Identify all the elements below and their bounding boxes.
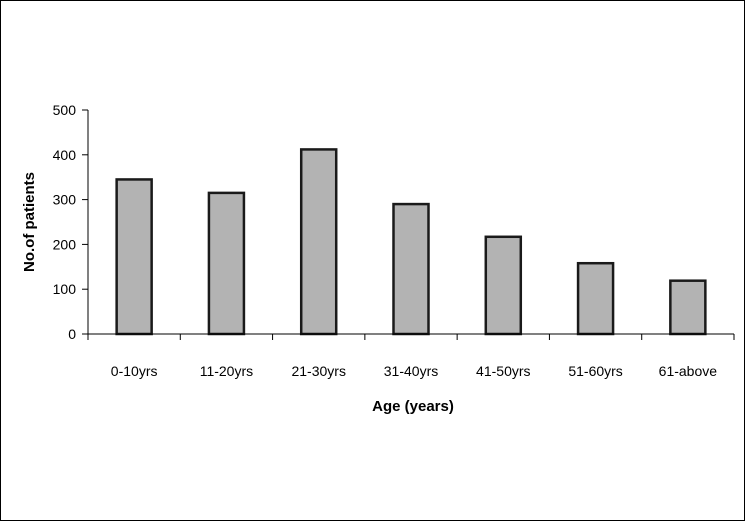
y-tick-label: 100 <box>53 281 77 297</box>
bar-41-50yrs <box>484 235 523 336</box>
bar-31-40yrs <box>392 202 430 336</box>
x-tick-label: 61-above <box>659 363 718 379</box>
x-axis-ticks: 0-10yrs 11-20yrs 21-30yrs 31-40yrs 41-50yrs 5… <box>87 334 735 379</box>
bar-0-10yrs <box>115 178 153 336</box>
x-tick-label: 41-50yrs <box>476 363 530 379</box>
y-tick-label: 200 <box>53 236 77 252</box>
bar-61-above <box>669 279 707 336</box>
bar-21-30yrs <box>299 148 338 336</box>
x-tick-label: 0-10yrs <box>111 363 158 379</box>
bar-51-60yrs <box>576 261 615 336</box>
bar-11-20yrs <box>207 191 246 336</box>
bars <box>115 148 707 336</box>
x-tick-label: 31-40yrs <box>384 363 438 379</box>
y-axis-title: No.of patients <box>21 172 38 272</box>
x-tick-label: 21-30yrs <box>291 363 345 379</box>
y-tick-label: 400 <box>53 147 77 163</box>
x-axis-title: Age (years) <box>372 398 454 415</box>
y-tick-label: 0 <box>68 326 76 342</box>
y-axis-ticks: 0 100 200 300 400 500 <box>53 102 88 342</box>
x-tick-label: 11-20yrs <box>200 363 253 379</box>
y-tick-label: 300 <box>53 192 77 208</box>
y-tick-label: 500 <box>53 102 77 118</box>
x-tick-label: 51-60yrs <box>568 363 622 379</box>
